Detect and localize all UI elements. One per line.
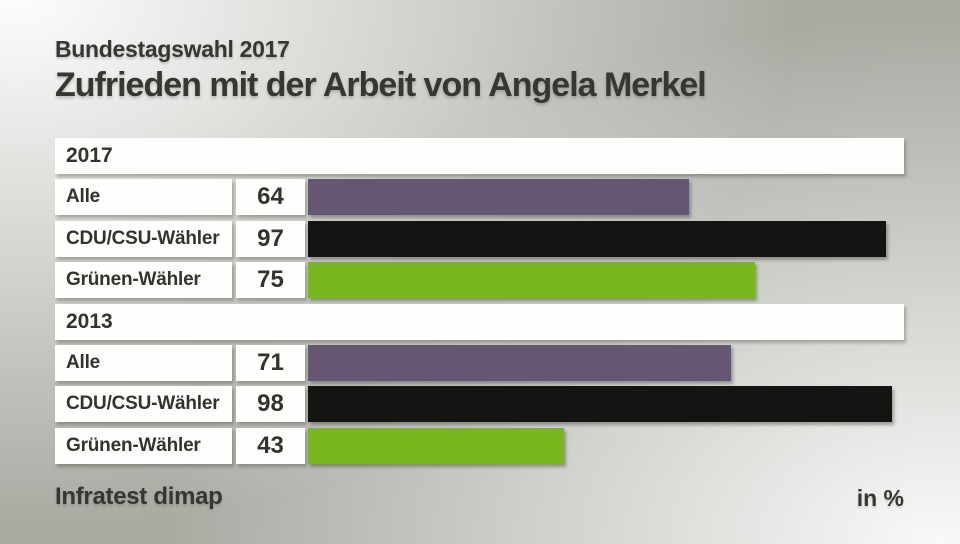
row-label: Alle	[55, 344, 232, 381]
chart-kicker: Bundestagswahl 2017	[55, 36, 290, 62]
group-label: 2013	[66, 309, 113, 333]
bar-track	[308, 386, 904, 423]
row-value: 75	[236, 262, 305, 299]
row-label: Grünen-Wähler	[55, 262, 232, 299]
bar-row-2017-cdu-csu: CDU/CSU-Wähler 97	[55, 220, 904, 257]
row-label: Alle	[55, 179, 232, 216]
bar-row-2017-gruene: Grünen-Wähler 75	[55, 262, 904, 299]
bar-row-2013-alle: Alle 71	[55, 344, 904, 381]
bar-chart: 2017 Alle 64 CDU/CSU-Wähler 97 Grünen-Wä…	[55, 138, 904, 469]
bar	[308, 179, 690, 216]
row-value: 98	[236, 386, 305, 423]
row-value: 64	[236, 179, 305, 216]
bar	[308, 262, 755, 299]
row-label: CDU/CSU-Wähler	[55, 220, 232, 257]
bar-row-2013-gruene: Grünen-Wähler 43	[55, 427, 904, 464]
bar-row-2013-cdu-csu: CDU/CSU-Wähler 98	[55, 386, 904, 423]
group-header-2013: 2013	[55, 303, 904, 340]
row-label: Grünen-Wähler	[55, 427, 232, 464]
bar-track	[308, 427, 904, 464]
bar	[308, 386, 893, 423]
group-header-2017: 2017	[55, 138, 904, 174]
chart-title: Zufrieden mit der Arbeit von Angela Merk…	[55, 66, 707, 104]
row-value: 43	[236, 427, 305, 464]
bar-track	[308, 262, 904, 299]
bar	[308, 344, 732, 381]
row-label: CDU/CSU-Wähler	[55, 386, 232, 423]
bar-track	[308, 344, 904, 381]
source-label: Infratest dimap	[55, 483, 223, 510]
bar	[308, 220, 887, 257]
bar-track	[308, 220, 904, 257]
row-value: 97	[236, 220, 305, 257]
row-value: 71	[236, 344, 305, 381]
unit-label: in %	[856, 485, 904, 511]
bar-track	[308, 179, 904, 216]
bar-row-2017-alle: Alle 64	[55, 179, 904, 216]
bar	[308, 427, 565, 464]
group-label: 2017	[66, 144, 113, 167]
